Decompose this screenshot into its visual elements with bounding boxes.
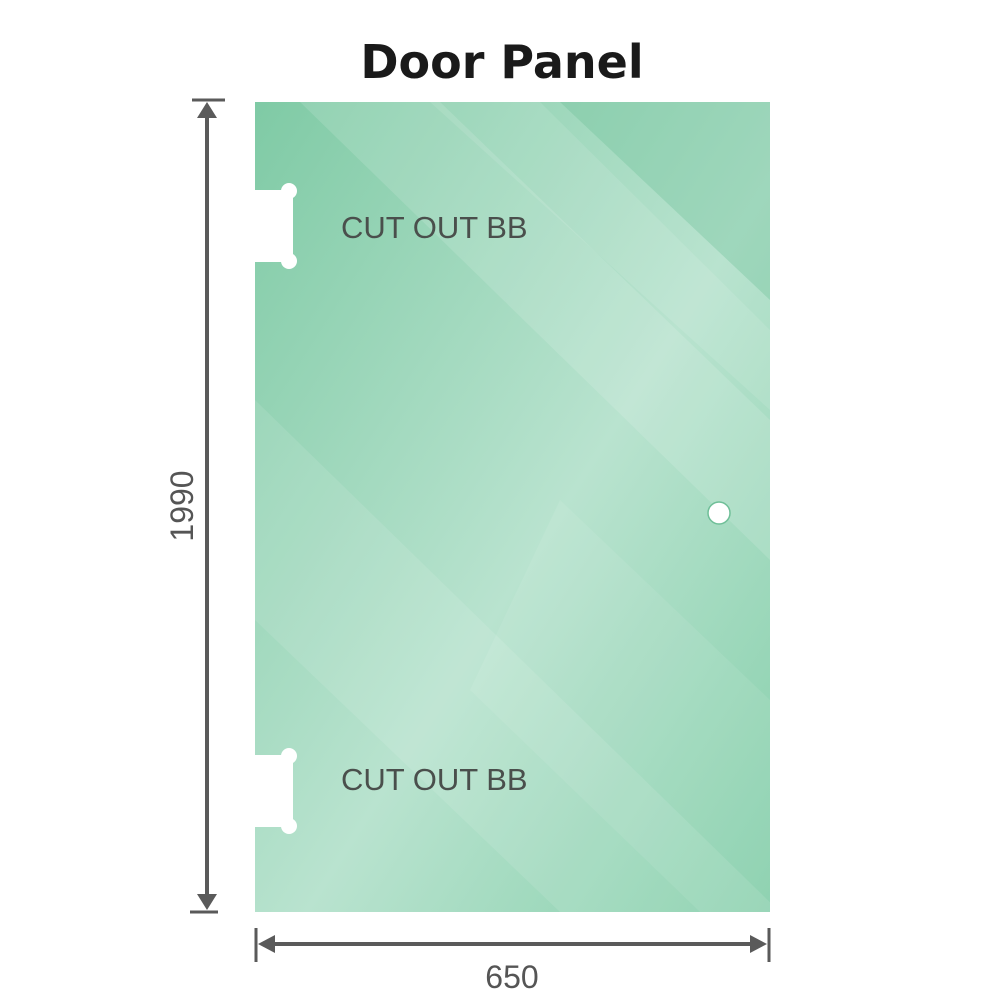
cutout-top-label: CUT OUT BB (341, 210, 528, 245)
diagram-title: Door Panel (360, 35, 643, 89)
height-dimension-label: 1990 (164, 470, 200, 541)
width-dimension-label: 650 (485, 959, 538, 995)
bottom-cutout (255, 748, 297, 834)
cutout-bottom-label: CUT OUT BB (341, 762, 528, 797)
height-dimension-line (190, 98, 225, 914)
width-dimension-line (254, 928, 771, 962)
glass-panel (255, 102, 780, 912)
handle-hole (707, 501, 731, 525)
top-cutout (255, 183, 297, 269)
